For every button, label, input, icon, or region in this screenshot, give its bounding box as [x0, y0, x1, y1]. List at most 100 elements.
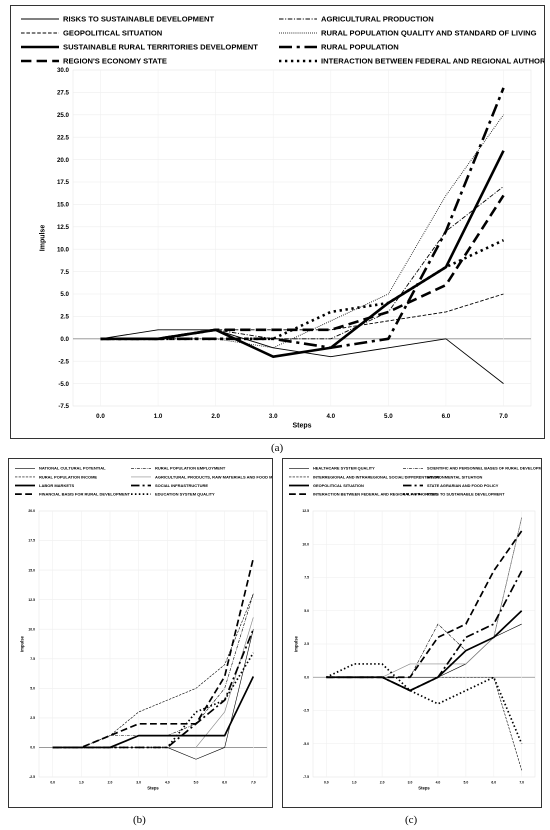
- chart-panel-b: NATIONAL CULTURAL POTENTIAL RURAL POPULAT…: [8, 458, 289, 808]
- legend-label-3: RURAL POPULATION QUALITY AND STANDARD OF…: [321, 29, 537, 38]
- x-tick-label: 3.0: [269, 413, 278, 420]
- series-line-7: [325, 663, 523, 745]
- y-tick-label: 12.5: [57, 224, 70, 231]
- legend-label-1: AGRICULTURAL PRODUCTION: [321, 15, 434, 24]
- x-tick-label: 7.0: [519, 780, 524, 784]
- plot-area: -2.5 0.0 2.5 5.0 7.5 10.0 12.5 15.0 17.5 20.0 0.0 1…: [28, 509, 268, 784]
- y-tick-label: 15.0: [57, 202, 70, 209]
- series-line-3: [100, 114, 504, 349]
- x-tick-label: 2.0: [108, 780, 113, 784]
- x-tick-label: 4.0: [165, 780, 170, 784]
- legend-label-2: RURAL POPULATION INCOME: [39, 474, 97, 479]
- y-tick-label: 7.5: [30, 657, 35, 661]
- y-tick-label: 17.5: [28, 539, 35, 543]
- y-tick-label: 5.0: [60, 291, 69, 298]
- y-axis-label: Impulse: [19, 635, 24, 651]
- x-tick-label: 0.0: [50, 780, 55, 784]
- legend-label-2: GEOPOLITICAL SITUATION: [63, 29, 162, 38]
- legend-label-6: FINANCIAL BASIS FOR RURAL DEVELOPMENT: [39, 492, 131, 497]
- legend-label-7: EDUCATION SYSTEM QUALITY: [155, 492, 215, 497]
- y-tick-label: 10.0: [57, 246, 70, 253]
- y-tick-label: 22.5: [57, 134, 70, 141]
- y-tick-label: 2.5: [304, 642, 309, 646]
- chart-a: RISKS TO SUSTAINABLE DEVELOPMENT AGRICULT…: [21, 15, 550, 430]
- y-tick-label: 12.5: [28, 598, 35, 602]
- y-tick-label: 0.0: [60, 336, 69, 343]
- legend-label-7: INTERACTION BETWEEN FEDERAL AND REGIONAL…: [321, 57, 544, 66]
- series-line-1: [326, 517, 522, 678]
- y-tick-label: -2.5: [29, 775, 35, 779]
- y-tick-label: 2.5: [60, 314, 69, 321]
- legend-label-1: RURAL POPULATION EMPLOYMENT: [155, 466, 226, 471]
- legend-label-5: RURAL POPULATION: [321, 43, 399, 52]
- y-tick-label: 27.5: [57, 90, 70, 97]
- x-axis-label: Steps: [292, 423, 311, 430]
- y-tick-label: -2.5: [58, 358, 69, 365]
- legend-label-6: INTERACTION BETWEEN FEDERAL AND REGIONAL…: [313, 492, 438, 497]
- x-tick-label: 5.0: [384, 413, 393, 420]
- x-tick-label: 4.0: [436, 780, 441, 784]
- x-tick-label: 6.0: [491, 780, 496, 784]
- y-tick-label: -7.5: [303, 775, 309, 779]
- y-tick-label: 7.5: [60, 269, 69, 276]
- x-tick-label: 1.0: [154, 413, 163, 420]
- y-tick-label: 2.5: [30, 716, 35, 720]
- y-tick-label: 20.0: [57, 157, 70, 164]
- x-tick-label: 5.0: [464, 780, 469, 784]
- chart-panel-c: HEALTHCARE SYSTEM QUALITY SCIENTIFIC AND …: [282, 458, 550, 808]
- series-line-5: [52, 628, 255, 749]
- legend-label-1: SCIENTIFIC AND PERSONNEL BASES OF RURAL …: [427, 466, 541, 471]
- x-axis-label: Steps: [418, 785, 430, 790]
- panel-label-b: (b): [133, 814, 146, 826]
- series-line-6: [52, 558, 255, 749]
- y-tick-label: 17.5: [57, 179, 70, 186]
- legend: HEALTHCARE SYSTEM QUALITY SCIENTIFIC AND …: [289, 466, 550, 497]
- x-axis-label: Steps: [147, 785, 159, 790]
- y-tick-label: 30.0: [57, 67, 70, 74]
- panel-label-a: (a): [271, 442, 284, 454]
- y-tick-label: 25.0: [57, 112, 70, 119]
- legend-label-3: AGRICULTURAL PRODUCTS, RAW MATERIALS AND…: [155, 474, 272, 479]
- panel-label-c: (c): [405, 814, 418, 826]
- y-tick-label: 0.0: [30, 746, 35, 750]
- x-tick-label: 0.0: [96, 413, 105, 420]
- legend: RISKS TO SUSTAINABLE DEVELOPMENT AGRICULT…: [21, 15, 550, 66]
- series-line-2: [326, 676, 522, 771]
- series-line-6: [100, 194, 505, 341]
- legend-label-5: SOCIAL INFRASTRUCTURE: [155, 483, 208, 488]
- y-tick-label: 5.0: [304, 609, 309, 613]
- y-tick-label: 0.0: [304, 675, 309, 679]
- x-tick-label: 4.0: [326, 413, 335, 420]
- series-line-6: [326, 530, 523, 679]
- series-line-5: [100, 87, 505, 350]
- x-tick-label: 7.0: [499, 413, 508, 420]
- x-tick-label: 2.0: [211, 413, 220, 420]
- legend-label-5: STATE AGRARIAN AND FOOD POLICY: [427, 483, 499, 488]
- y-tick-label: -2.5: [303, 709, 309, 713]
- chart-c: HEALTHCARE SYSTEM QUALITY SCIENTIFIC AND …: [289, 466, 550, 790]
- plot-area: -7.5 -5.0 -2.5 0.0 2.5 5.0 7.5 10.0 12.5 0.0 1.0 2.…: [302, 509, 536, 784]
- x-tick-label: 7.0: [251, 780, 256, 784]
- series-line-3: [326, 517, 523, 678]
- y-tick-label: 15.0: [28, 568, 35, 572]
- x-tick-label: 3.0: [136, 780, 141, 784]
- y-axis-label: Impulse: [293, 635, 298, 651]
- y-tick-label: 5.0: [30, 687, 35, 691]
- chart-b: NATIONAL CULTURAL POTENTIAL RURAL POPULAT…: [15, 466, 289, 790]
- y-tick-label: -7.5: [58, 403, 69, 410]
- y-tick-label: -5.0: [303, 742, 309, 746]
- plot-area: -7.5 -5.0 -2.5 0.0 2.5 5.0 7.5 10.0 12.5 15.0 17.5…: [57, 67, 532, 420]
- legend-label-3: ENVIRONMENTAL SITUATION: [427, 474, 483, 479]
- legend-label-2: INTERREGIONAL AND INTRAREGIONAL SOCIAL D…: [313, 474, 440, 479]
- y-tick-label: 7.5: [304, 576, 309, 580]
- y-tick-label: 10.0: [302, 542, 309, 546]
- x-tick-label: 6.0: [442, 413, 451, 420]
- legend: NATIONAL CULTURAL POTENTIAL RURAL POPULAT…: [15, 466, 289, 497]
- x-tick-label: 2.0: [380, 780, 385, 784]
- series-line-0: [52, 629, 254, 760]
- legend-label-0: NATIONAL CULTURAL POTENTIAL: [39, 466, 106, 471]
- series-line-3: [52, 617, 254, 748]
- legend-label-4: SUSTAINABLE RURAL TERRITORIES DEVELOPMEN…: [63, 43, 258, 52]
- x-tick-label: 6.0: [222, 780, 227, 784]
- series-line-7: [52, 652, 255, 749]
